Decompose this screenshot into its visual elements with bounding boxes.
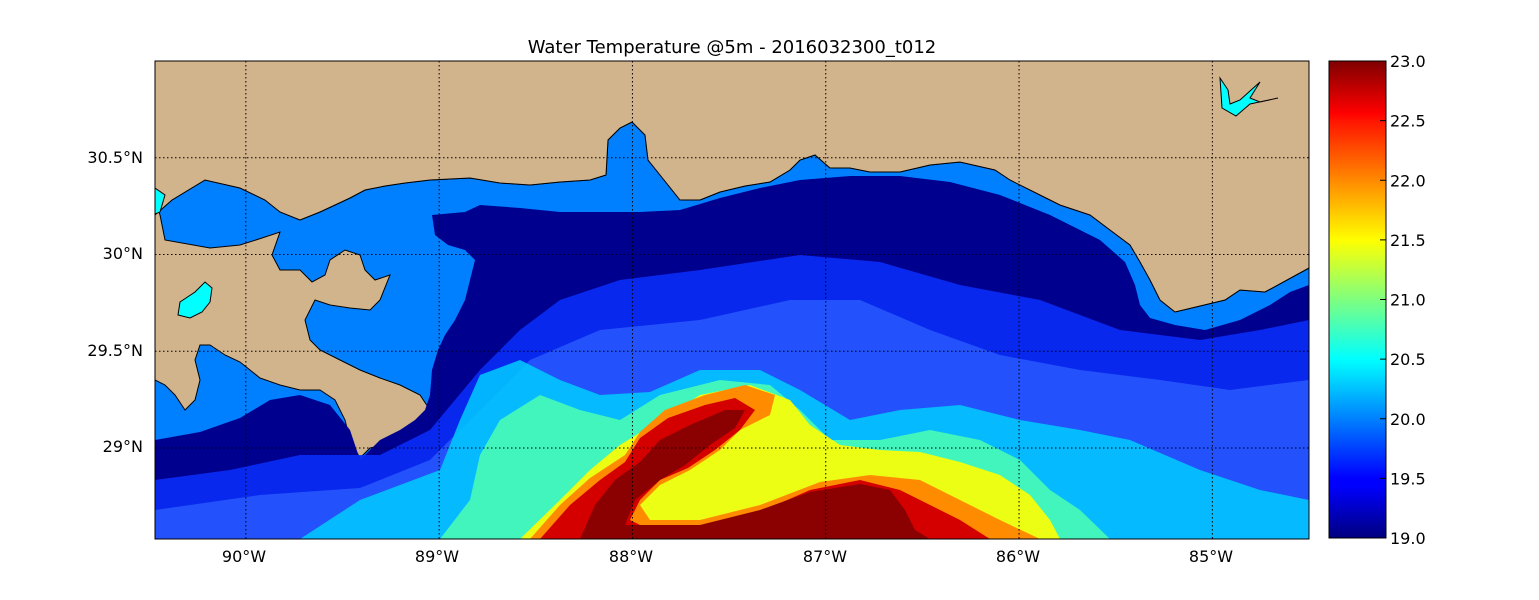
colorbar-label-6: 22.0 [1390,171,1426,190]
lon-label-90w: 90°W [222,547,266,566]
colorbar-label-4: 21.0 [1390,291,1426,310]
lat-labels: 30.5°N 30°N 29.5°N 29°N [87,148,143,456]
sea-darkred-zone [580,410,930,539]
lat-label-29-5n: 29.5°N [87,341,143,360]
louisiana-land [155,199,431,459]
colorbar-label-2: 20.0 [1390,410,1426,429]
lon-labels: 90°W 89°W 88°W 87°W 86°W 85°W [222,547,1233,566]
colorbar-gradient [1328,60,1387,539]
colorbar-ticks: 19.0 19.5 20.0 20.5 21.0 21.5 22.0 22.5 23.0 [1380,52,1426,548]
map-title: Water Temperature @5m - 2016032300_t012 [528,37,937,58]
colorbar-label-3: 20.5 [1390,350,1426,369]
colorbar-label-8: 23.0 [1390,52,1426,71]
lake-northeast [1219,76,1279,117]
lake-pontchartrain-area [155,187,166,215]
colorbar-label-1: 19.5 [1390,469,1426,488]
colorbar-label-0: 19.0 [1390,529,1426,548]
colorbar-label-5: 21.5 [1390,231,1426,250]
lon-label-86w: 86°W [996,547,1040,566]
lon-label-89w: 89°W [415,547,459,566]
colorbar: 19.0 19.5 20.0 20.5 21.0 21.5 22.0 22.5 23.0 [1328,52,1426,548]
lat-gridlines [155,157,1309,449]
lake-west [177,281,213,319]
lat-label-29n: 29°N [103,437,143,456]
lat-label-30n: 30°N [103,244,143,263]
lon-label-87w: 87°W [803,547,847,566]
northern-land [155,61,1309,313]
lat-label-30-5n: 30.5°N [87,148,143,167]
lon-label-85w: 85°W [1189,547,1233,566]
colorbar-label-7: 22.5 [1390,112,1426,131]
map-frame [154,60,1310,540]
lon-label-88w: 88°W [609,547,653,566]
map-area [155,61,1309,539]
